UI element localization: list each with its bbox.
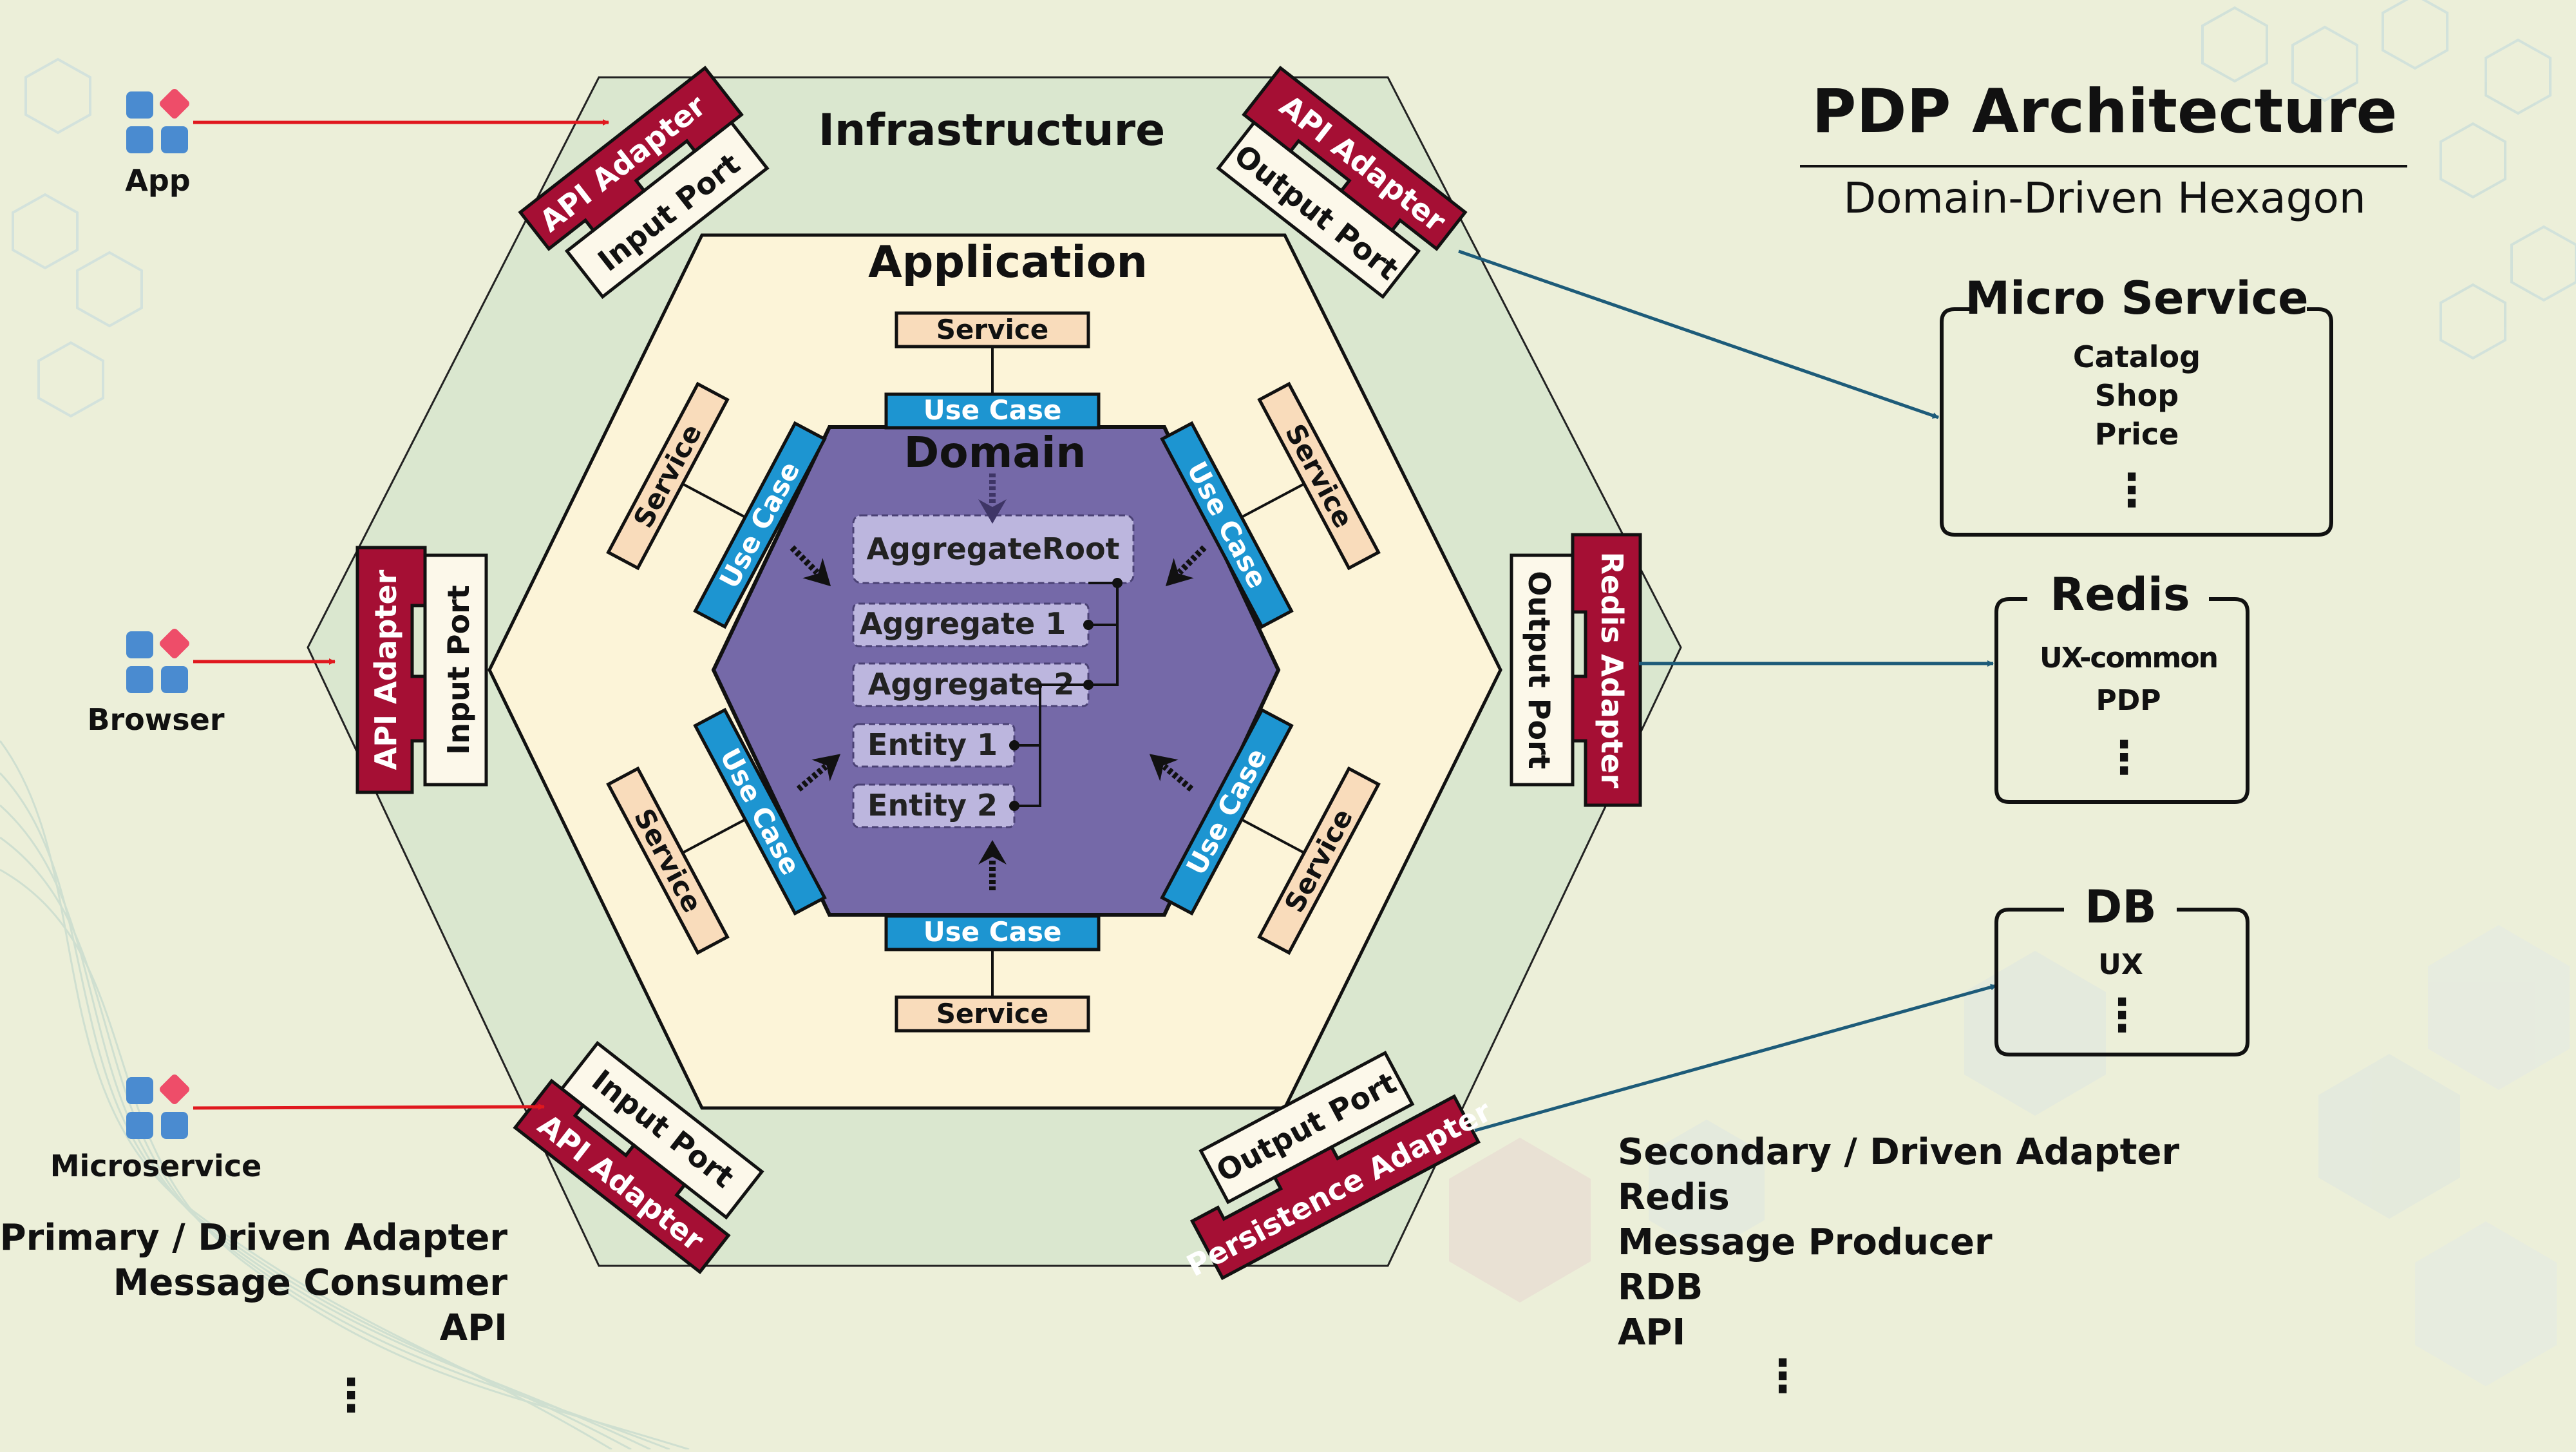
background-hex-pattern-bottom: [1449, 925, 2570, 1386]
item: UX: [2098, 948, 2143, 981]
ellipsis: ⋮: [328, 1369, 374, 1422]
background-hex-pattern: [2201, 0, 2576, 360]
note-line: RDB: [1618, 1266, 1703, 1308]
item: Price: [2095, 417, 2179, 452]
external-redis[interactable]: Redis UX-common PDP ⋮: [1994, 568, 2249, 804]
item: Catalog: [2073, 339, 2201, 374]
primary-adapter-notes: Primary / Driven Adapter Message Consume…: [0, 1217, 507, 1422]
note-line: Secondary / Driven Adapter: [1618, 1131, 2179, 1173]
entity-2-box[interactable]: Entity 2: [852, 783, 1016, 828]
application-title: Application: [868, 237, 1148, 288]
client-label: Browser: [87, 702, 224, 737]
item: Shop: [2095, 378, 2179, 413]
connector-line: [1241, 481, 1307, 519]
use-case-box-bottom[interactable]: Use Case: [884, 914, 1101, 951]
domain-title: Domain: [904, 428, 1086, 477]
page-subtitle: Domain-Driven Hexagon: [1843, 173, 2365, 223]
background-hex-pattern-left: [12, 57, 143, 418]
external-micro-service[interactable]: Micro Service Catalog Shop Price ⋮: [1940, 272, 2333, 537]
connector-line: [679, 818, 746, 855]
connector-dots: [1009, 578, 1122, 811]
svg-text:Service: Service: [936, 998, 1049, 1029]
client-microservice[interactable]: Microservice: [50, 1073, 262, 1183]
svg-text:Entity 2: Entity 2: [867, 788, 998, 823]
connector-line: [1241, 818, 1307, 855]
redis-adapter-right[interactable]: Redis Adapter: [1571, 533, 1642, 807]
svg-text:API Adapter: API Adapter: [368, 569, 403, 770]
note-line: API: [440, 1307, 507, 1349]
item: UX-common: [2040, 642, 2217, 674]
svg-text:DB: DB: [2085, 881, 2156, 933]
svg-text:Entity 1: Entity 1: [867, 727, 998, 762]
svg-text:Use Case: Use Case: [923, 916, 1062, 948]
ellipsis: ⋮: [2099, 989, 2145, 1042]
client-label: Microservice: [50, 1149, 262, 1183]
service-box-bottom[interactable]: Service: [895, 995, 1090, 1033]
outbound-arrows: [1458, 249, 1997, 1132]
page-title: PDP Architecture: [1812, 77, 2398, 147]
app-grid-icon: [126, 89, 189, 153]
svg-text:Redis Adapter: Redis Adapter: [1595, 551, 1629, 788]
note-line: Redis: [1618, 1176, 1730, 1218]
svg-text:Output Port: Output Port: [1522, 571, 1557, 769]
note-line: API: [1618, 1312, 1685, 1353]
ellipsis: ⋮: [2101, 731, 2146, 784]
aggregate-2-box[interactable]: Aggregate 2: [852, 662, 1090, 707]
client-app[interactable]: App: [125, 88, 191, 198]
client-browser[interactable]: Browser: [87, 627, 225, 737]
ellipsis: ⋮: [2109, 464, 2154, 517]
client-label: App: [125, 163, 190, 198]
external-db[interactable]: DB UX ⋮: [1994, 881, 2249, 1056]
svg-text:Micro Service: Micro Service: [1965, 272, 2308, 325]
app-grid-icon: [126, 1075, 189, 1139]
inbound-arrows: [193, 119, 609, 1111]
note-line: Message Producer: [1618, 1221, 1993, 1263]
use-case-box-top[interactable]: Use Case: [884, 392, 1101, 430]
item: PDP: [2096, 684, 2161, 717]
dependency-arrows: [790, 473, 1207, 890]
service-box-top[interactable]: Service: [895, 311, 1090, 349]
aggregate-root-box[interactable]: AggregateRoot: [852, 514, 1135, 584]
svg-text:Use Case: Use Case: [923, 394, 1062, 426]
entity-1-box[interactable]: Entity 1: [852, 723, 1016, 768]
secondary-adapter-notes: Secondary / Driven Adapter Redis Message…: [1618, 1131, 2179, 1402]
ellipsis: ⋮: [1760, 1350, 1805, 1402]
note-line: Primary / Driven Adapter: [0, 1217, 507, 1259]
svg-text:Input Port: Input Port: [441, 585, 476, 755]
note-line: Message Consumer: [113, 1262, 508, 1304]
svg-text:Aggregate 1: Aggregate 1: [860, 606, 1066, 641]
svg-text:AggregateRoot: AggregateRoot: [866, 531, 1119, 566]
connector-line: [679, 481, 746, 519]
infrastructure-title: Infrastructure: [819, 105, 1166, 156]
aggregate-1-box[interactable]: Aggregate 1: [852, 602, 1090, 647]
svg-text:Service: Service: [936, 314, 1049, 345]
background-wave-lines: [0, 740, 690, 1451]
app-grid-icon: [126, 629, 189, 693]
api-adapter-left[interactable]: API Adapter: [355, 546, 427, 794]
svg-text:Redis: Redis: [2050, 568, 2190, 621]
